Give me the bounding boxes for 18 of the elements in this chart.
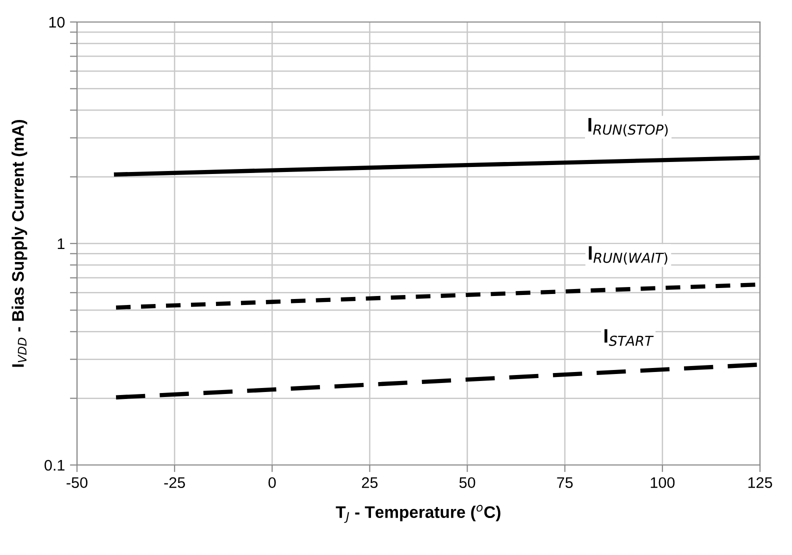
x-axis-title: T$_{J}$ - Temperature ($^{o}$C) [336, 504, 500, 523]
series-label: I$_{RUN(STOP)}$ [588, 118, 668, 136]
x-tick-label: 0 [268, 477, 276, 488]
series-label: I$_{RUN(WAIT)}$ [588, 246, 668, 265]
x-tick-label: -25 [164, 477, 185, 488]
y-tick-label: 0.1 [44, 460, 64, 471]
x-tick-label: -50 [66, 477, 88, 488]
series-label: I$_{START}$ [604, 329, 654, 346]
x-tick-label: 100 [650, 477, 675, 488]
line-series [114, 362, 760, 400]
x-tick-label: 75 [557, 477, 573, 488]
line-series [114, 156, 760, 177]
y-axis-title: I$_{VDD}$ - Bias Supply Current (mA) [12, 120, 28, 367]
x-tick-label: 125 [748, 477, 772, 488]
x-tick-label: 50 [459, 477, 476, 488]
y-tick-label: 10 [49, 16, 65, 28]
x-tick-label: 25 [362, 477, 378, 488]
y-tick-label: 1 [58, 238, 64, 250]
